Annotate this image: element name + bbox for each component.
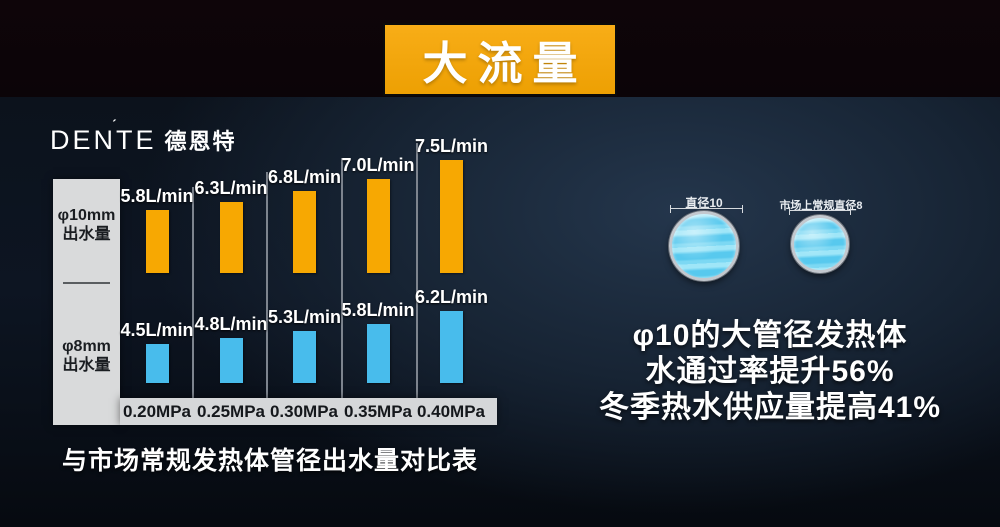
bar-value-label-φ8mm出水量-0.40MPa: 6.2L/min bbox=[414, 287, 489, 307]
benefit-claims: φ10的大管径发热体 水通过率提升56% 冬季热水供应量提高41% bbox=[570, 318, 970, 426]
bar-value-label-φ10mm出水量-0.20MPa: 5.8L/min bbox=[120, 186, 194, 206]
panel-divider bbox=[63, 282, 110, 284]
brand-logo: DENTE ˊ 德恩特 bbox=[50, 117, 237, 156]
pipe-large-label: 直径10 bbox=[685, 196, 723, 210]
claim-line-2: 水通过率提升56% bbox=[645, 355, 895, 388]
group-separator bbox=[416, 143, 418, 398]
x-tick-0.20MPa: 0.20MPa bbox=[122, 402, 192, 421]
x-tick-0.25MPa: 0.25MPa bbox=[196, 402, 266, 421]
pipe-small-cross-section bbox=[791, 215, 849, 273]
bar-φ10mm出水量-0.25MPa bbox=[219, 202, 243, 273]
page-title: 大流量 bbox=[422, 38, 588, 89]
pipe-large-cross-section bbox=[669, 211, 739, 281]
bar-φ10mm出水量-0.30MPa bbox=[293, 191, 316, 273]
bar-value-label-φ8mm出水量-0.25MPa: 4.8L/min bbox=[194, 314, 268, 334]
bar-value-label-φ10mm出水量-0.40MPa: 7.5L/min bbox=[414, 136, 489, 156]
flow-comparison-chart: φ10mm 出水量 φ8mm 出水量 5.8L/min 6.3L/min 6.8L/… bbox=[53, 136, 497, 425]
bar-φ10mm出水量-0.40MPa bbox=[440, 160, 463, 273]
bar-φ8mm出水量-0.30MPa bbox=[293, 331, 316, 383]
x-tick-0.30MPa: 0.30MPa bbox=[269, 402, 339, 421]
bar-value-label-φ8mm出水量-0.35MPa: 5.8L/min bbox=[341, 300, 415, 320]
row-label-phi8-line2: 出水量 bbox=[62, 357, 111, 374]
chart-caption: 与市场常规发热体管径出水量对比表 bbox=[61, 447, 478, 475]
group-separator bbox=[266, 172, 268, 398]
bar-value-label-φ8mm出水量-0.20MPa: 4.5L/min bbox=[120, 320, 194, 340]
group-separator bbox=[341, 158, 343, 398]
pipe-large-dimension-line bbox=[670, 205, 743, 213]
bar-φ8mm出水量-0.25MPa bbox=[219, 338, 243, 383]
row-label-phi8-line1: φ8mm bbox=[62, 338, 111, 355]
bar-value-label-φ10mm出水量-0.35MPa: 7.0L/min bbox=[341, 155, 415, 175]
x-axis-strip: 0.20MPa 0.25MPa 0.30MPa 0.35MPa 0.40MPa bbox=[120, 398, 497, 425]
chart-plot: 5.8L/min 6.3L/min 6.8L/min 7.0L/min 7.5L/min… bbox=[120, 136, 497, 398]
title-banner: 大流量 bbox=[383, 23, 617, 96]
group-separator bbox=[192, 187, 194, 398]
pipe-small-label: 市场上常规直径8 bbox=[779, 200, 863, 212]
bar-φ8mm出水量-0.40MPa bbox=[440, 311, 463, 383]
brand-logo-latin-text: DENTE bbox=[50, 125, 157, 155]
row-label-phi10: φ10mm 出水量 bbox=[53, 206, 120, 244]
row-label-phi10-line2: 出水量 bbox=[62, 226, 111, 243]
bar-value-label-φ10mm出水量-0.25MPa: 6.3L/min bbox=[194, 178, 268, 198]
bar-φ8mm出水量-0.35MPa bbox=[366, 324, 390, 383]
claim-line-1: φ10的大管径发热体 bbox=[632, 319, 908, 352]
brand-logo-latin: DENTE ˊ bbox=[50, 117, 157, 156]
y-axis-panel: φ10mm 出水量 φ8mm 出水量 bbox=[53, 179, 120, 425]
bar-φ10mm出水量-0.35MPa bbox=[366, 179, 390, 273]
brand-logo-cjk: 德恩特 bbox=[164, 129, 237, 154]
pipe-small-dimension-line bbox=[789, 207, 851, 215]
x-tick-0.35MPa: 0.35MPa bbox=[343, 402, 413, 421]
claim-line-3: 冬季热水供应量提高41% bbox=[598, 391, 942, 424]
brand-logo-accent-mark: ˊ bbox=[112, 117, 120, 134]
x-tick-0.40MPa: 0.40MPa bbox=[416, 402, 486, 421]
row-label-phi8: φ8mm 出水量 bbox=[53, 337, 120, 375]
bar-value-label-φ8mm出水量-0.30MPa: 5.3L/min bbox=[267, 307, 342, 327]
row-label-phi10-line1: φ10mm bbox=[57, 207, 116, 224]
bar-φ8mm出水量-0.20MPa bbox=[145, 344, 169, 383]
bar-φ10mm出水量-0.20MPa bbox=[145, 210, 169, 273]
bar-value-label-φ10mm出水量-0.30MPa: 6.8L/min bbox=[267, 167, 342, 187]
